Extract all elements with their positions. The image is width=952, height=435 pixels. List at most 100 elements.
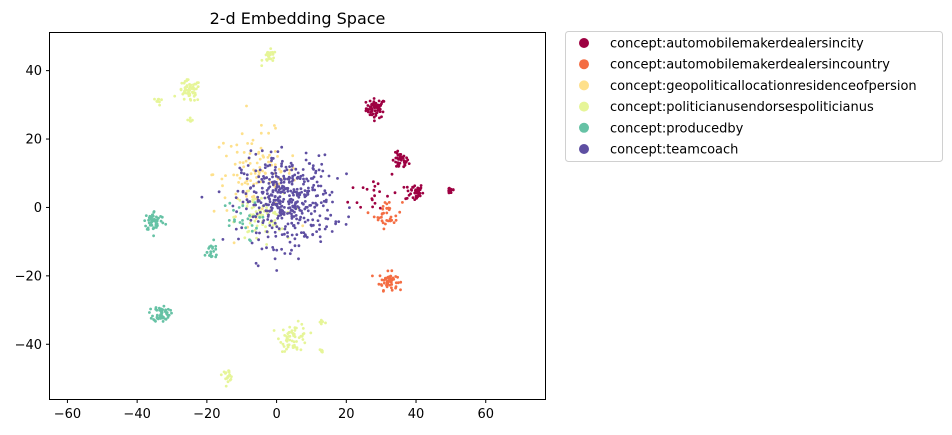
scatter-point xyxy=(179,87,183,91)
scatter-point xyxy=(355,201,359,205)
scatter-point xyxy=(282,180,286,184)
scatter-point xyxy=(254,152,258,156)
scatter-point xyxy=(300,209,303,213)
scatter-point xyxy=(283,232,286,236)
scatter-point xyxy=(395,164,398,168)
scatter-point xyxy=(371,205,374,209)
scatter-point xyxy=(259,201,263,205)
scatter-point xyxy=(297,257,300,261)
scatter-point xyxy=(253,172,257,175)
scatter-point xyxy=(224,174,227,178)
scatter-point xyxy=(256,264,260,268)
scatter-point xyxy=(295,190,299,194)
scatter-point xyxy=(286,231,289,235)
scatter-point xyxy=(319,240,323,244)
scatter-point xyxy=(280,227,284,231)
scatter-point xyxy=(292,224,296,227)
scatter-point xyxy=(196,85,200,88)
scatter-point xyxy=(294,201,298,205)
scatter-point xyxy=(155,308,159,312)
scatter-point xyxy=(296,176,299,180)
scatter-point xyxy=(257,238,260,242)
legend-label: concept:automobilemakerdealersincountry xyxy=(610,58,890,73)
scatter-point xyxy=(300,190,303,194)
scatter-point xyxy=(227,369,231,373)
scatter-point xyxy=(315,180,319,184)
scatter-point xyxy=(286,222,290,226)
scatter-point xyxy=(241,200,245,204)
scatter-point xyxy=(152,318,156,321)
scatter-point xyxy=(262,204,265,208)
scatter-point xyxy=(402,159,406,163)
scatter-point xyxy=(155,215,158,219)
scatter-point xyxy=(248,152,252,155)
scatter-point xyxy=(154,319,157,323)
scatter-point xyxy=(397,164,401,168)
scatter-point xyxy=(276,155,279,158)
scatter-point xyxy=(373,119,376,123)
scatter-point xyxy=(225,154,228,158)
scatter-point xyxy=(243,181,247,185)
scatter-point xyxy=(313,205,317,209)
scatter-point xyxy=(373,194,376,198)
scatter-point xyxy=(249,149,253,153)
scatter-point xyxy=(271,246,275,249)
scatter-point xyxy=(267,194,271,198)
scatter-point xyxy=(193,91,196,95)
scatter-point xyxy=(273,124,276,127)
scatter-point xyxy=(290,217,294,220)
scatter-point xyxy=(246,230,250,234)
scatter-point xyxy=(248,221,252,225)
scatter-point xyxy=(283,191,286,195)
scatter-point xyxy=(378,206,382,210)
scatter-point xyxy=(372,180,375,184)
scatter-point xyxy=(318,235,322,239)
scatter-point xyxy=(394,275,398,278)
scatter-point xyxy=(279,191,283,194)
scatter-point xyxy=(288,240,292,244)
scatter-point xyxy=(302,177,305,181)
scatter-point xyxy=(276,216,280,220)
scatter-point xyxy=(281,200,285,204)
scatter-point xyxy=(380,215,383,219)
scatter-point xyxy=(377,282,381,286)
scatter-point xyxy=(319,201,323,205)
scatter-point xyxy=(265,230,269,234)
scatter-point xyxy=(261,221,265,225)
scatter-point xyxy=(156,100,160,103)
scatter-point xyxy=(294,214,298,217)
scatter-point xyxy=(263,177,266,180)
scatter-point xyxy=(314,171,317,175)
scatter-point xyxy=(249,218,253,222)
scatter-point xyxy=(315,203,319,207)
scatter-point xyxy=(382,227,386,231)
scatter-point xyxy=(393,191,397,195)
scatter-point xyxy=(311,177,315,180)
scatter-point xyxy=(345,172,348,176)
scatter-point xyxy=(253,229,257,232)
scatter-point xyxy=(399,288,402,292)
scatter-point xyxy=(180,81,184,85)
scatter-point xyxy=(150,223,154,227)
scatter-point xyxy=(317,154,321,158)
scatter-point xyxy=(296,319,300,323)
scatter-point xyxy=(203,253,207,257)
scatter-point xyxy=(193,98,196,102)
scatter-point xyxy=(283,169,286,173)
scatter-point xyxy=(284,165,288,169)
scatter-point xyxy=(270,159,273,163)
scatter-point xyxy=(302,235,306,238)
scatter-point xyxy=(390,286,393,290)
scatter-point xyxy=(245,204,249,208)
scatter-point xyxy=(246,217,250,221)
scatter-point xyxy=(331,200,334,204)
scatter-point xyxy=(157,216,160,220)
scatter-point xyxy=(273,257,277,261)
scatter-point xyxy=(283,252,287,255)
scatter-point xyxy=(286,177,289,181)
scatter-point xyxy=(299,174,303,178)
scatter-point xyxy=(260,123,263,127)
scatter-point xyxy=(161,221,165,225)
scatter-point xyxy=(265,189,269,192)
scatter-point xyxy=(288,325,292,329)
